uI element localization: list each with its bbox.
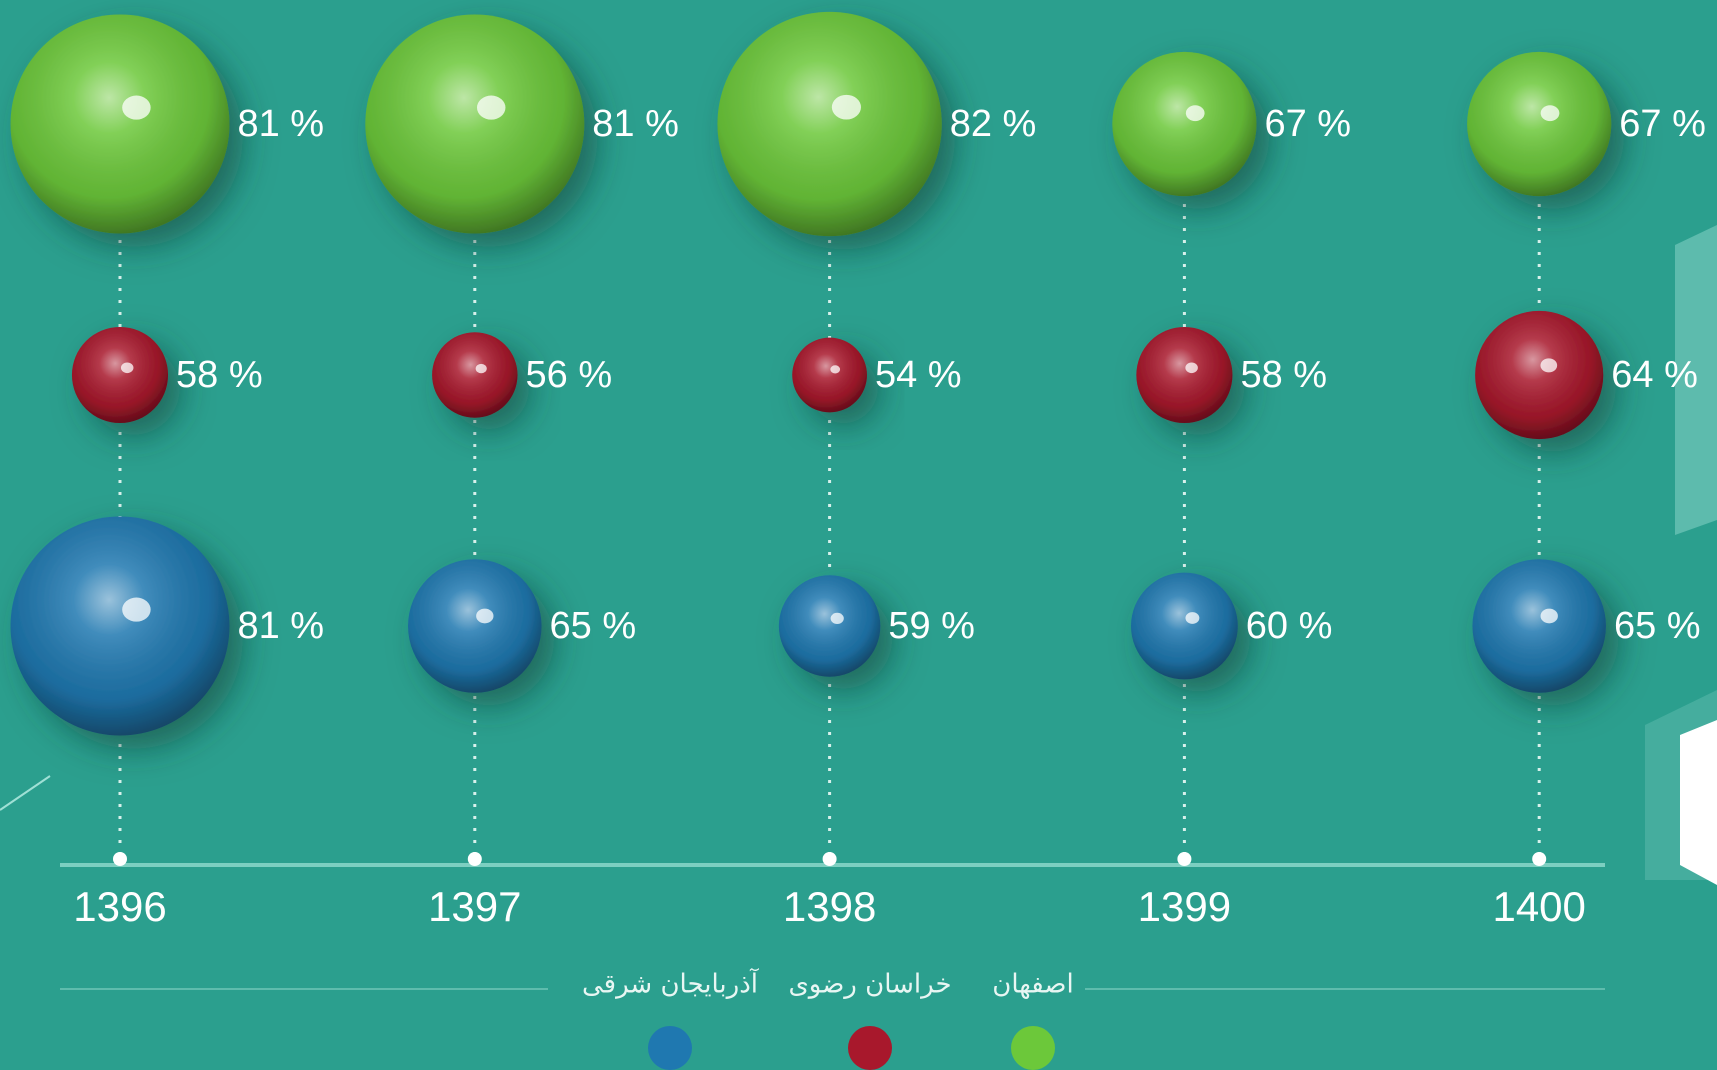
bubble [778, 575, 881, 677]
legend-swatch [648, 1026, 692, 1070]
bubble-highlight [122, 597, 151, 622]
bubble-shine [408, 559, 542, 693]
bubble [1472, 559, 1606, 693]
value-label: 81 % [237, 103, 324, 145]
bubble-highlight [122, 95, 151, 120]
bubble [1131, 572, 1238, 680]
bubble-shine [1112, 51, 1257, 197]
bubble-highlight [1185, 105, 1205, 122]
bubble-shine [1136, 326, 1233, 424]
bubble-shine [10, 516, 230, 736]
bubble-highlight [1540, 105, 1560, 122]
bubble-shine [1475, 310, 1604, 440]
value-label: 64 % [1611, 354, 1698, 396]
x-tick-label: 1400 [1492, 883, 1585, 930]
bubble [1475, 310, 1604, 440]
value-label: 65 % [1614, 605, 1701, 647]
bubble-highlight [476, 95, 506, 120]
value-label: 60 % [1246, 605, 1333, 647]
bubble-highlight [1185, 362, 1198, 374]
bubble-shine [778, 575, 881, 677]
axis-dot [1532, 852, 1547, 866]
decor [1675, 225, 1717, 535]
bubble [792, 337, 867, 413]
x-tick-label: 1398 [783, 883, 876, 930]
value-label: 58 % [1240, 354, 1327, 396]
value-label: 82 % [950, 103, 1037, 145]
decor [0, 775, 51, 811]
bubble-highlight [476, 608, 494, 624]
bubble [408, 559, 542, 693]
bubble [71, 326, 169, 424]
bubble [1467, 51, 1612, 197]
legend-label: اصفهان [992, 970, 1073, 1000]
x-tick-label: 1397 [428, 883, 521, 930]
x-tick-label: 1396 [73, 883, 166, 930]
legend-label: آذربایجان شرقی [582, 968, 760, 1000]
bubble-shine [792, 337, 867, 413]
value-label: 56 % [526, 354, 613, 396]
bubble-highlight [830, 612, 844, 624]
bubble-shine [717, 11, 942, 237]
bubble-shine [10, 14, 230, 234]
legend-swatch [1011, 1026, 1055, 1070]
bubble-shine [1131, 572, 1238, 680]
bubble [10, 516, 230, 736]
bubble-shine [1472, 559, 1606, 693]
decor [1680, 720, 1717, 885]
bubble-shine [365, 14, 585, 234]
axis-dot [113, 852, 127, 866]
value-label: 67 % [1264, 103, 1351, 145]
value-label: 54 % [875, 354, 962, 396]
bubble [1112, 51, 1257, 197]
legend-label: خراسان رضوی [788, 970, 951, 1000]
bubble-highlight [120, 362, 134, 374]
bubble-highlight [1540, 358, 1558, 373]
bubble [717, 11, 942, 237]
bubble-shine [432, 332, 518, 418]
bubble-shine [1467, 51, 1612, 197]
bubble-highlight [1185, 612, 1200, 624]
value-label: 81 % [237, 605, 324, 647]
bubble-highlight [1540, 608, 1558, 624]
x-tick-label: 1399 [1138, 883, 1231, 930]
bubble [1136, 326, 1233, 424]
bubble [10, 14, 230, 234]
bubble [365, 14, 585, 234]
value-label: 81 % [592, 103, 679, 145]
legend-swatch [848, 1026, 892, 1070]
bubble-highlight [831, 94, 861, 120]
bubble-highlight [475, 363, 487, 374]
value-label: 59 % [888, 605, 975, 647]
axis-dot [822, 852, 837, 866]
value-label: 65 % [550, 605, 637, 647]
axis-dot [1177, 852, 1192, 866]
bubble [432, 332, 518, 418]
value-label: 58 % [176, 354, 263, 396]
bubble-shine [71, 326, 169, 424]
bubble-highlight [830, 365, 841, 374]
axis-dot [467, 852, 482, 866]
value-label: 67 % [1619, 103, 1706, 145]
